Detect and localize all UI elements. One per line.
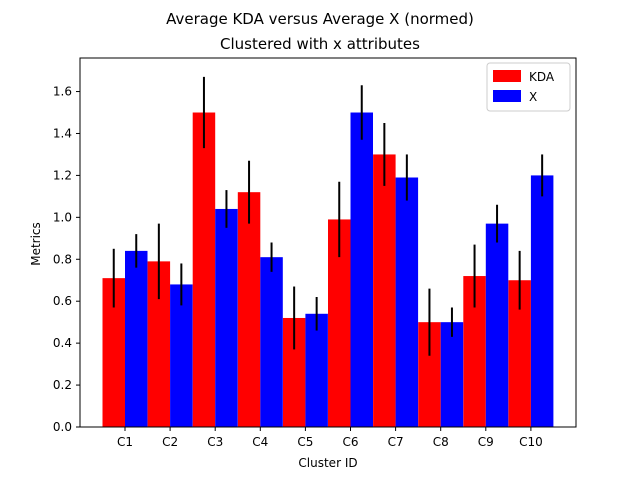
bar-kda-c6 [328,219,351,427]
plot-frame [79,57,577,428]
x-tick-label: C7 [388,435,404,449]
y-tick-label: 1.2 [53,168,72,182]
bar-x-c7 [395,177,419,427]
bar-kda-c7 [373,154,396,427]
x-tick-label: C9 [478,435,494,449]
bar-x-c9 [485,223,509,427]
bar-x-c8 [440,322,464,427]
x-tick-label: C8 [433,435,449,449]
bar-x-c4 [260,257,283,427]
y-tick-label: 1.0 [53,210,72,224]
chart-title: Average KDA versus Average X (normed) [166,10,474,28]
y-tick-label: 0.0 [53,420,72,434]
x-tick-label: C3 [207,435,223,449]
bar-x-c1 [125,250,148,427]
y-tick-label: 0.8 [53,252,72,266]
y-axis-label: Metrics [29,222,43,266]
x-tick-label: C5 [297,435,313,449]
bar-kda-c9 [463,276,486,427]
legend-label-kda: KDA [529,70,555,84]
x-tick-label: C6 [342,435,358,449]
bar-kda-c3 [192,112,216,428]
bar-x-c3 [215,208,238,427]
y-tick-label: 1.4 [53,126,72,140]
y-tick-label: 0.2 [53,378,72,392]
x-tick-label: C10 [519,435,543,449]
bar-kda-c8 [418,322,441,427]
bar-x-c5 [305,313,328,427]
legend-label-x: X [529,90,537,104]
bar-kda-c4 [237,192,261,427]
plot-area: 0.0 0.2 0.4 0.6 0.8 1.0 1.2 1.4 1.6 C1 C2 C3 C4 C5 C6 C… [53,57,577,449]
bar-kda-c2 [147,261,171,427]
bar-x-c6 [350,112,373,428]
legend-swatch-x [493,90,521,102]
bar-kda-c10 [508,280,531,427]
bar-x-c10 [530,175,554,427]
bar-x-c2 [170,284,193,427]
y-tick-label: 0.6 [53,294,72,308]
bar-kda-c5 [282,317,306,427]
x-tick-label: C1 [117,435,133,449]
y-tick-label: 1.6 [53,85,72,99]
legend-swatch-kda [493,70,521,82]
y-tick-label: 0.4 [53,336,72,350]
chart-subtitle: Clustered with x attributes [220,35,420,53]
x-tick-label: C2 [162,435,178,449]
x-tick-label: C4 [252,435,268,449]
bar-kda-c1 [102,278,125,427]
x-axis-label: Cluster ID [298,456,357,470]
